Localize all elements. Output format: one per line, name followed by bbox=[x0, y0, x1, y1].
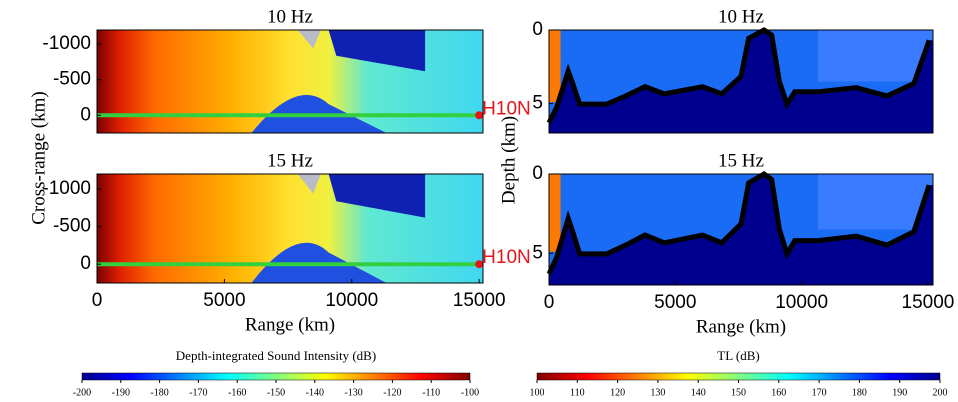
x-tick-label: 0 bbox=[92, 290, 103, 311]
colorbar-tick-label: -130 bbox=[344, 387, 362, 398]
far-field-region bbox=[817, 30, 933, 82]
colorbar-tick-label: 150 bbox=[731, 387, 746, 398]
colorbar-tick-label: 180 bbox=[852, 387, 867, 398]
x-tick-label: 15000 bbox=[902, 292, 955, 313]
y-tick-label: 0 bbox=[532, 19, 543, 40]
y-axis-label: Depth (km) bbox=[498, 116, 519, 204]
panel-title: 15 Hz bbox=[267, 150, 313, 171]
y-tick-label: 0 bbox=[532, 163, 543, 184]
colorbar-tick-label: -160 bbox=[228, 387, 246, 398]
seafloor-line bbox=[546, 171, 932, 275]
panel-title: 15 Hz bbox=[718, 150, 764, 171]
colorbar-tick-label: 140 bbox=[691, 387, 706, 398]
near-source-region bbox=[549, 174, 561, 252]
colorbar-tick-label: 190 bbox=[892, 387, 907, 398]
y-tick-label: -1000 bbox=[42, 33, 91, 54]
y-tick-label: 0 bbox=[80, 104, 91, 125]
colorbar bbox=[536, 372, 941, 381]
colorbar-tick-label: -140 bbox=[306, 387, 324, 398]
x-tick-label: 5000 bbox=[654, 292, 696, 313]
far-field-region bbox=[817, 174, 933, 230]
colorbar-tick-label: 100 bbox=[530, 387, 545, 398]
x-tick-label: 0 bbox=[544, 292, 555, 313]
y-tick-label: -500 bbox=[53, 69, 91, 90]
colorbar-tick-label: 200 bbox=[933, 387, 948, 398]
seafloor bbox=[549, 174, 933, 285]
receiver-marker bbox=[475, 111, 484, 120]
plot-frame bbox=[548, 173, 934, 286]
y-tick-label: -1000 bbox=[42, 178, 91, 199]
panel-title: 10 Hz bbox=[267, 6, 313, 27]
plot-frame bbox=[96, 173, 484, 284]
colorbar bbox=[81, 372, 471, 381]
deep-water-region bbox=[328, 30, 426, 72]
colorbar-label: Depth-integrated Sound Intensity (dB) bbox=[176, 348, 376, 363]
y-axis-label: Cross-range (km) bbox=[28, 91, 49, 225]
colorbar-tick-label: 120 bbox=[610, 387, 625, 398]
colorbar-tick-label: -110 bbox=[422, 387, 440, 398]
colorbar-tick-label: 170 bbox=[812, 387, 827, 398]
receiver-marker bbox=[475, 260, 484, 269]
x-axis-label: Range (km) bbox=[245, 314, 335, 335]
land-region bbox=[297, 30, 321, 49]
deep-water-region bbox=[328, 174, 426, 218]
receiver-label: H10N bbox=[482, 98, 531, 119]
x-tick-label: 15000 bbox=[453, 290, 506, 311]
x-axis-label: Range (km) bbox=[696, 316, 786, 337]
colorbar-tick-label: -120 bbox=[383, 387, 401, 398]
y-tick-label: 0 bbox=[80, 253, 91, 274]
y-tick-label: -500 bbox=[53, 216, 91, 237]
land-region bbox=[297, 174, 321, 194]
receiver-label: H10N bbox=[482, 247, 531, 268]
x-tick-label: 10000 bbox=[775, 292, 828, 313]
colorbar-tick-label: 130 bbox=[650, 387, 665, 398]
seafloor-line bbox=[546, 27, 932, 124]
y-tick-label: 5 bbox=[532, 93, 543, 114]
colorbar-tick-label: -100 bbox=[461, 387, 479, 398]
colorbar-tick-label: -190 bbox=[112, 387, 130, 398]
colorbar-tick-label: -170 bbox=[189, 387, 207, 398]
plot-frame bbox=[96, 29, 484, 134]
seafloor bbox=[549, 30, 933, 133]
colorbar-tick-label: 160 bbox=[771, 387, 786, 398]
colorbar-tick-label: 110 bbox=[570, 387, 585, 398]
x-tick-label: 5000 bbox=[203, 290, 245, 311]
near-source-region bbox=[549, 30, 561, 103]
plot-frame bbox=[548, 29, 934, 134]
colorbar-tick-label: -200 bbox=[73, 387, 91, 398]
y-tick-label: 5 bbox=[532, 242, 543, 263]
x-tick-label: 10000 bbox=[325, 290, 378, 311]
colorbar-tick-label: -150 bbox=[267, 387, 285, 398]
panel-title: 10 Hz bbox=[718, 6, 764, 27]
colorbar-tick-label: -180 bbox=[150, 387, 168, 398]
colorbar-label: TL (dB) bbox=[717, 348, 759, 363]
